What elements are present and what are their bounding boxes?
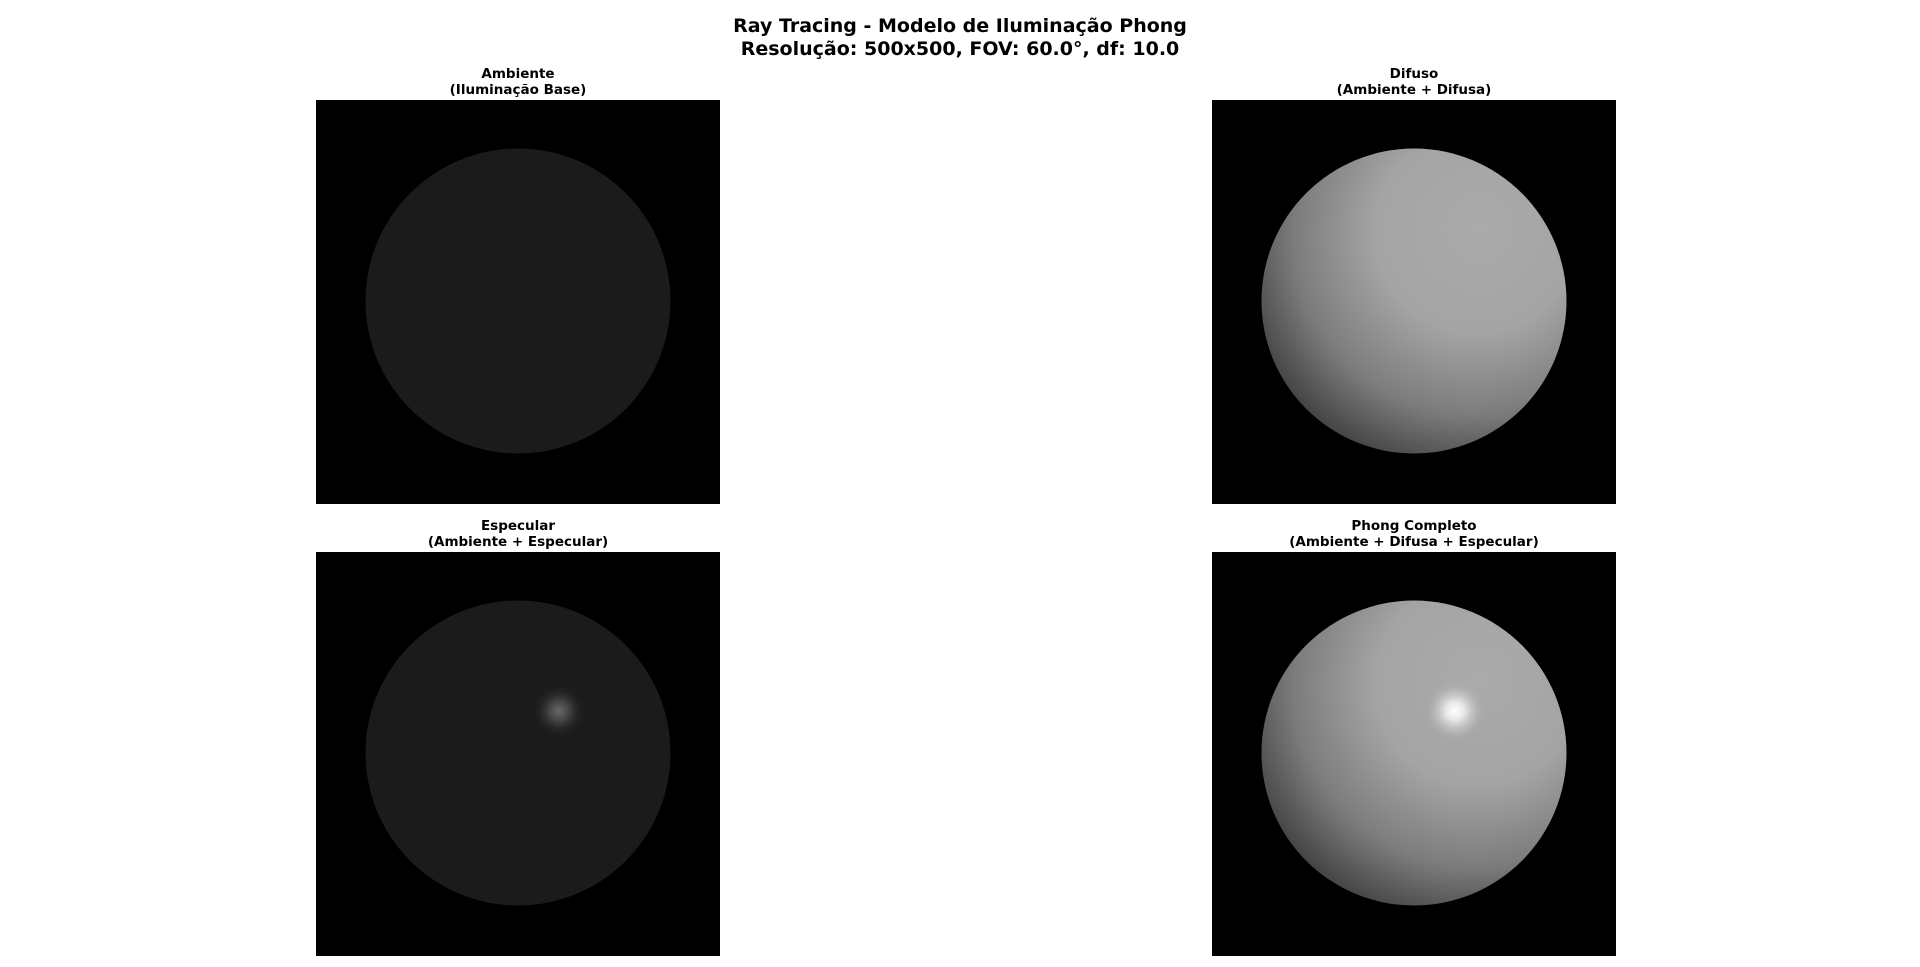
ambient-sphere — [365, 148, 671, 454]
diffuse-render-image — [1212, 100, 1616, 504]
figure-title-line-2: Resolução: 500x500, FOV: 60.0°, df: 10.0 — [740, 38, 1180, 60]
figure-title: Ray Tracing - Modelo de Iluminação Phong… — [0, 15, 1920, 61]
panel-specular-title-line-2: (Ambiente + Especular) — [427, 534, 609, 550]
specular-sphere — [365, 600, 671, 906]
figure-title-line-1: Ray Tracing - Modelo de Iluminação Phong — [733, 15, 1187, 37]
panel-phong-title-line-1: Phong Completo — [1351, 518, 1477, 534]
specular-highlight — [531, 683, 587, 739]
panel-diffuse-title-line-1: Difuso — [1389, 66, 1439, 82]
panel-phong-title: Phong Completo (Ambiente + Difusa + Espe… — [1212, 518, 1616, 552]
phong-specular-highlight — [1425, 681, 1485, 741]
panel-diffuse-title: Difuso (Ambiente + Difusa) — [1212, 66, 1616, 100]
ambient-render-image — [316, 100, 720, 504]
panel-phong-title-line-2: (Ambiente + Difusa + Especular) — [1289, 534, 1539, 550]
panel-diffuse-title-line-2: (Ambiente + Difusa) — [1336, 82, 1492, 98]
specular-render-image — [316, 552, 720, 956]
panel-ambient-title: Ambiente (Iluminação Base) — [316, 66, 720, 100]
panel-ambient: Ambiente (Iluminação Base) — [316, 66, 720, 504]
panel-specular: Especular (Ambiente + Especular) — [316, 518, 720, 956]
panel-ambient-title-line-2: (Iluminação Base) — [449, 82, 587, 98]
phong-render-image — [1212, 552, 1616, 956]
panel-diffuse: Difuso (Ambiente + Difusa) — [1212, 66, 1616, 504]
diffuse-sphere — [1261, 148, 1567, 454]
panel-specular-title: Especular (Ambiente + Especular) — [316, 518, 720, 552]
panel-ambient-title-line-1: Ambiente — [481, 66, 555, 82]
phong-sphere — [1261, 600, 1567, 906]
panel-specular-title-line-1: Especular — [480, 518, 556, 534]
panel-phong: Phong Completo (Ambiente + Difusa + Espe… — [1212, 518, 1616, 956]
